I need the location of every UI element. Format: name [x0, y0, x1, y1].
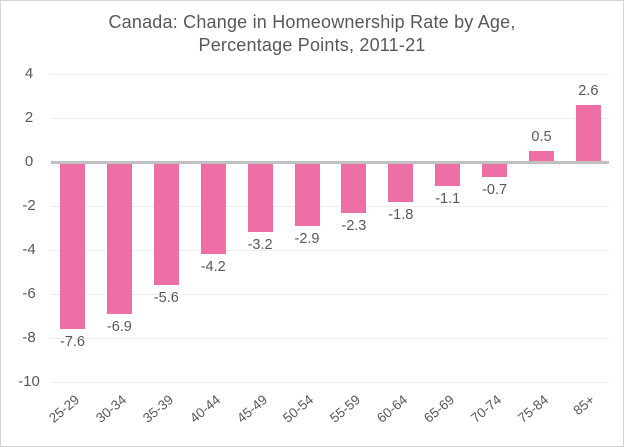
- x-axis-tick-label: 75-84: [515, 392, 552, 426]
- y-axis-tick-label: -6: [22, 285, 36, 302]
- value-label: -6.9: [106, 318, 132, 335]
- zero-line: [51, 160, 609, 164]
- bar-30-34: [106, 162, 132, 314]
- bar-70-74: [482, 162, 508, 178]
- value-label: -7.6: [60, 334, 85, 351]
- chart-title: Canada: Change in Homeownership Rate by …: [1, 11, 623, 57]
- x-axis-tick-label: 30-34: [92, 392, 130, 426]
- x-axis-tick-label: 50-54: [280, 392, 317, 426]
- y-axis-tick-label: -8: [22, 329, 36, 346]
- x-axis-tick-label: 40-44: [186, 392, 223, 426]
- x-axis-tick-label: 45-49: [233, 392, 270, 426]
- bar-40-44: [200, 162, 226, 255]
- bar-25-29: [60, 162, 85, 330]
- y-axis-tick-label: -4: [22, 241, 36, 258]
- x-axis-tick-label: 60-64: [374, 392, 411, 426]
- gridline: [51, 294, 609, 295]
- value-label: -4.2: [200, 259, 226, 276]
- bar-45-49: [247, 162, 273, 233]
- y-axis-tick-label: 2: [24, 109, 34, 126]
- plot-area: -7.6 -6.9 -5.6 -4.2 -3.2 -2.9 -2.3 -1.8 -1.1 -0.7…: [51, 74, 609, 383]
- bar-35-39: [153, 162, 179, 286]
- gridline: [51, 382, 609, 383]
- y-axis-tick-label: 0: [24, 153, 34, 170]
- bar-75-84: [529, 151, 554, 162]
- value-label: 0.5: [531, 129, 552, 145]
- bar-60-64: [388, 162, 414, 202]
- bar-85+: [575, 104, 601, 162]
- x-axis-tick-label: 55-59: [327, 392, 364, 426]
- value-label: -1.1: [435, 191, 461, 208]
- value-label: -2.3: [341, 217, 367, 234]
- x-axis-tick-label: 25-29: [46, 392, 83, 426]
- value-label: -1.8: [388, 206, 414, 223]
- chart-title-line-1: Canada: Change in Homeownership Rate by …: [108, 12, 516, 32]
- value-label: -3.2: [247, 237, 273, 254]
- bar-55-59: [341, 162, 367, 213]
- gridline: [51, 250, 609, 251]
- bar-50-54: [294, 162, 320, 226]
- x-axis-tick-label: 35-39: [139, 392, 176, 426]
- bar-65-69: [435, 162, 461, 187]
- x-axis-tick-label: 65-69: [421, 392, 458, 426]
- gridline: [51, 118, 609, 119]
- gridline: [51, 74, 609, 75]
- y-axis-tick-label: -2: [22, 197, 36, 214]
- x-axis-tick-label: 85+: [570, 392, 599, 419]
- value-label: -2.9: [294, 230, 320, 247]
- y-axis-tick-label: -10: [18, 373, 40, 390]
- value-label: -0.7: [482, 182, 508, 199]
- value-label: 2.6: [578, 82, 599, 99]
- value-label: -5.6: [153, 290, 179, 307]
- x-axis-tick-label: 70-74: [468, 392, 505, 426]
- gridline: [51, 206, 609, 207]
- chart-title-line-2: Percentage Points, 2011-21: [198, 35, 426, 55]
- gridline: [51, 338, 609, 339]
- y-axis-tick-label: 4: [24, 65, 34, 82]
